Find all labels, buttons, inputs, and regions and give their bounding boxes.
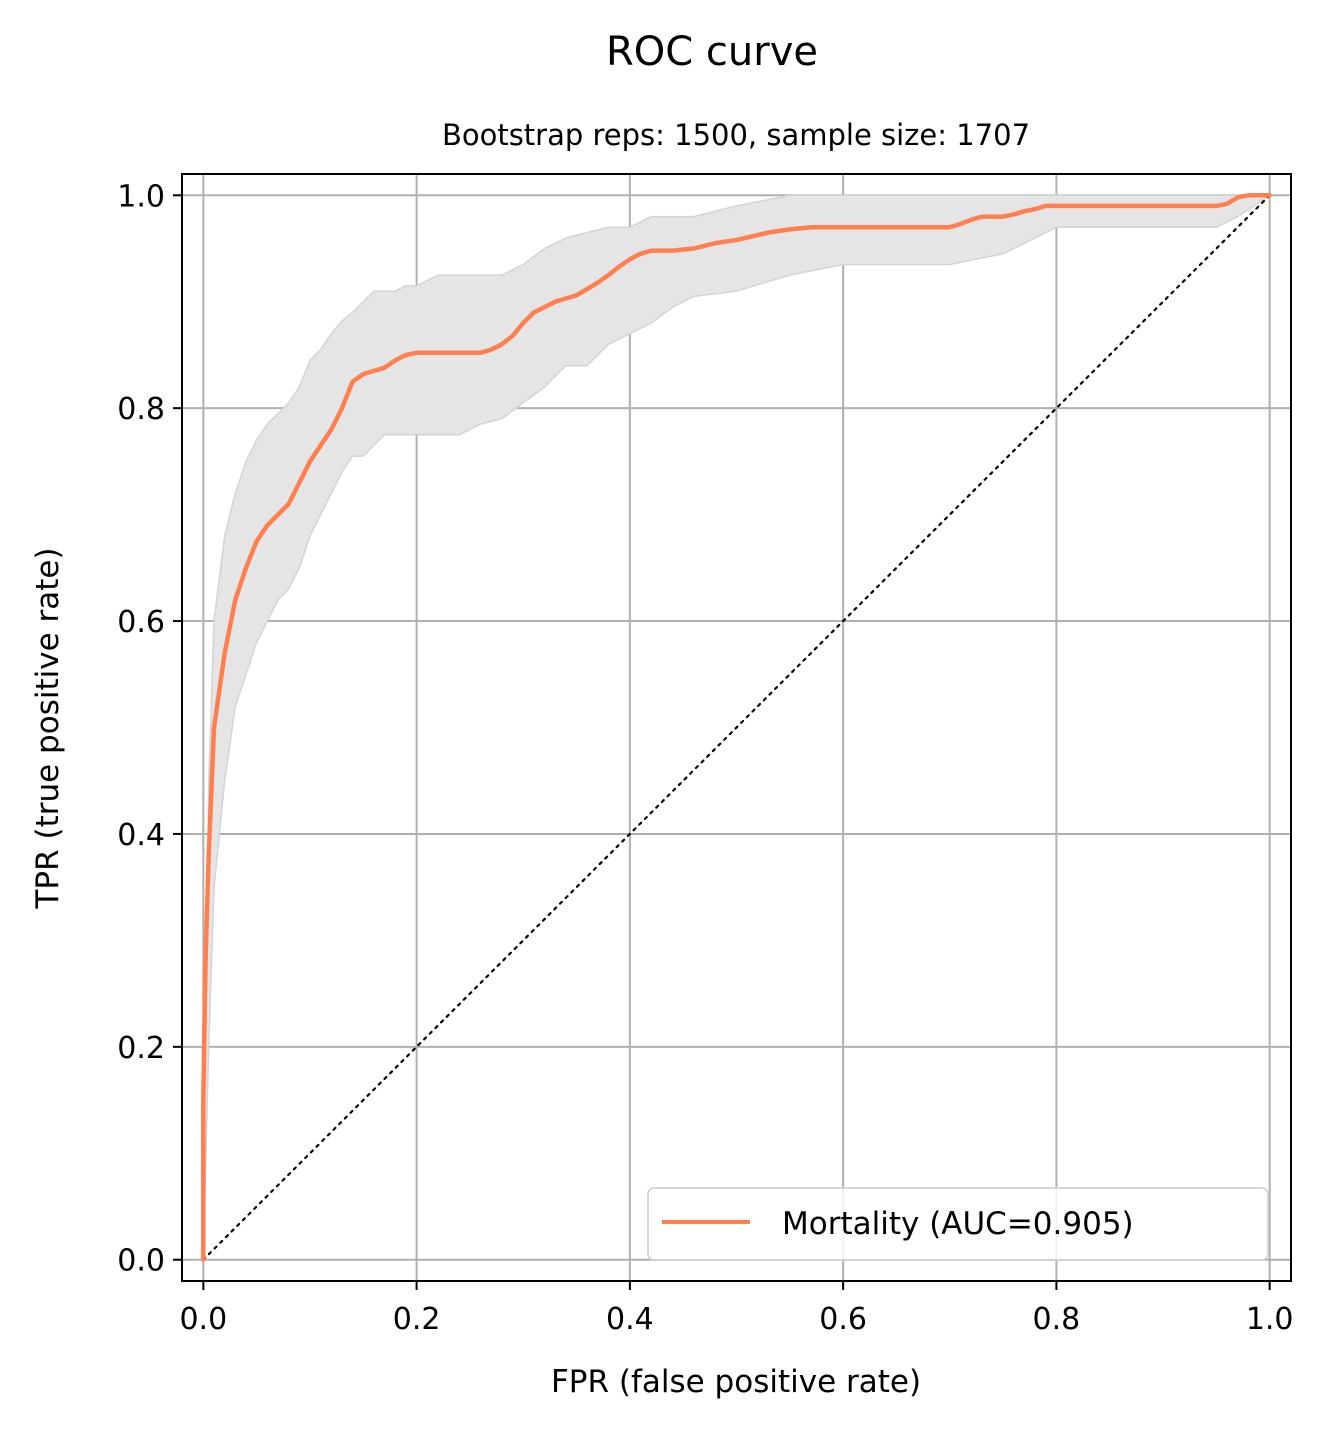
x-axis-label: FPR (false positive rate)	[551, 1364, 921, 1400]
y-axis-label: TPR (true positive rate)	[30, 547, 66, 909]
series-layer	[201, 193, 1272, 1262]
y-tick-label: 0.8	[117, 392, 165, 427]
series-line-0	[201, 193, 1272, 1262]
chart-title: ROC curve	[606, 29, 818, 75]
plot-frame	[181, 173, 1292, 1282]
x-tick-label: 1.0	[1246, 1302, 1294, 1337]
y-tick-label: 0.4	[117, 818, 165, 853]
chart-subtitle: Bootstrap reps: 1500, sample size: 1707	[442, 118, 1030, 152]
reference-diagonal-line	[202, 194, 1271, 1261]
x-tick-label: 0.4	[606, 1302, 654, 1337]
x-tick-label: 0.8	[1033, 1302, 1081, 1337]
legend: Mortality (AUC=0.905)	[647, 1187, 1269, 1261]
legend-label: Mortality (AUC=0.905)	[782, 1206, 1134, 1242]
x-tick-label: 0.2	[393, 1302, 441, 1337]
y-tick-label: 0.2	[117, 1031, 165, 1066]
legend-box	[647, 1187, 1269, 1261]
reference-line-layer	[202, 194, 1271, 1261]
y-tick-label: 0.0	[117, 1244, 165, 1279]
x-tick-label: 0.0	[179, 1302, 227, 1337]
x-tick-label: 0.6	[819, 1302, 867, 1337]
y-axis-ticks: 0.0 0.2 0.4 0.6 0.8 1.0	[117, 179, 182, 1279]
y-tick-label: 1.0	[117, 179, 165, 214]
x-axis-ticks: 0.0 0.2 0.4 0.6 0.8 1.0	[179, 1281, 1294, 1337]
y-tick-label: 0.6	[117, 605, 165, 640]
